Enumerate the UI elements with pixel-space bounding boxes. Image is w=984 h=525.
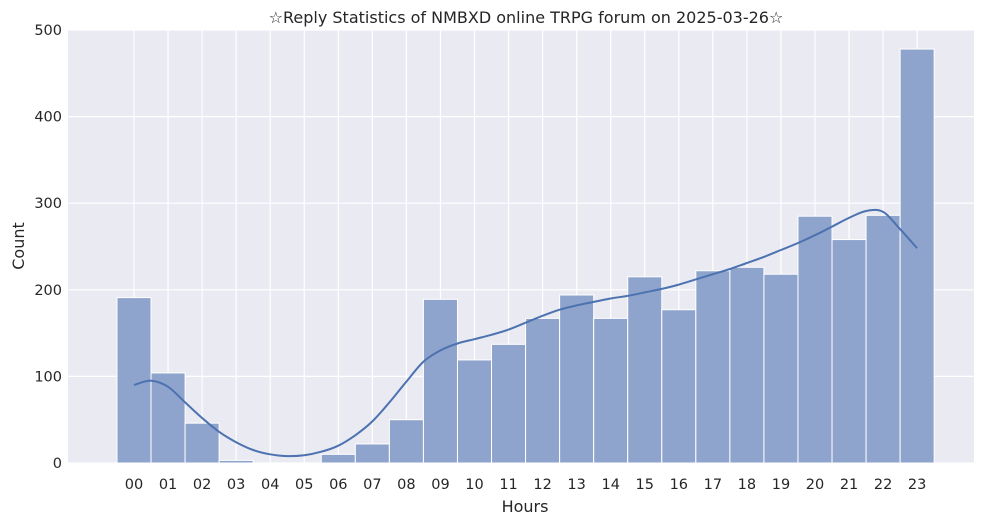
bar-hour-16	[661, 309, 697, 464]
y-tick-label: 500	[34, 23, 62, 39]
x-tick-label: 09	[431, 477, 449, 493]
y-axis-ticks: 0 100 200 300 400 500	[34, 23, 62, 472]
x-tick-label: 03	[227, 477, 245, 493]
bar-hour-23	[899, 48, 935, 464]
x-tick-label: 17	[704, 477, 722, 493]
bar-hour-14	[593, 317, 629, 464]
bar-hour-21	[831, 239, 867, 464]
x-tick-label: 18	[738, 477, 756, 493]
y-axis-label: Count	[9, 222, 28, 270]
x-axis-ticks: 00 01 02 03 04 05 06 07 08 09 10 11 12 13 14 15 16 17 18 19…	[125, 477, 927, 493]
x-tick-label: 15	[636, 477, 654, 493]
kde-line	[133, 208, 918, 458]
bar-hour-13	[559, 294, 595, 464]
bar-hour-08	[388, 419, 424, 464]
bar-hour-01	[150, 372, 186, 464]
x-tick-label: 14	[601, 477, 619, 493]
bar-hour-11	[491, 343, 527, 464]
bar-hour-02	[184, 422, 220, 464]
x-tick-label: 00	[125, 477, 143, 493]
x-tick-label: 08	[397, 477, 415, 493]
x-tick-label: 12	[533, 477, 551, 493]
x-tick-label: 21	[840, 477, 858, 493]
x-tick-label: 19	[772, 477, 790, 493]
x-tick-label: 04	[261, 477, 279, 493]
y-tick-label: 0	[53, 456, 62, 472]
x-tick-label: 07	[363, 477, 381, 493]
bar-hour-18	[729, 266, 765, 464]
x-tick-label: 16	[670, 477, 688, 493]
y-tick-label: 400	[34, 110, 62, 126]
x-tick-label: 05	[295, 477, 313, 493]
bar-hour-15	[627, 276, 663, 464]
x-tick-label: 01	[159, 477, 177, 493]
bar-hour-12	[525, 317, 561, 464]
x-tick-label: 10	[465, 477, 483, 493]
x-tick-label: 02	[193, 477, 211, 493]
histogram-bars	[116, 48, 935, 464]
bar-hour-10	[456, 359, 493, 464]
bar-hour-17	[695, 270, 731, 464]
x-tick-label: 23	[908, 477, 926, 493]
chart-title: ☆Reply Statistics of NMBXD online TRPG f…	[269, 8, 784, 27]
x-tick-label: 22	[874, 477, 892, 493]
bar-hour-20	[797, 215, 833, 464]
x-tick-label: 11	[499, 477, 517, 493]
x-tick-label: 06	[329, 477, 347, 493]
bar-hour-06	[320, 453, 356, 464]
bar-hour-22	[865, 214, 901, 464]
x-tick-label: 20	[806, 477, 824, 493]
bar-hour-03	[218, 459, 254, 464]
bar-hour-09	[422, 298, 458, 464]
bar-hour-19	[763, 273, 799, 464]
y-tick-label: 100	[34, 369, 62, 385]
x-axis-label: Hours	[502, 497, 549, 516]
y-tick-label: 300	[34, 196, 62, 212]
kde-curve	[133, 208, 918, 458]
y-tick-label: 200	[34, 283, 62, 299]
bar-hour-07	[354, 443, 390, 464]
x-tick-label: 13	[567, 477, 585, 493]
